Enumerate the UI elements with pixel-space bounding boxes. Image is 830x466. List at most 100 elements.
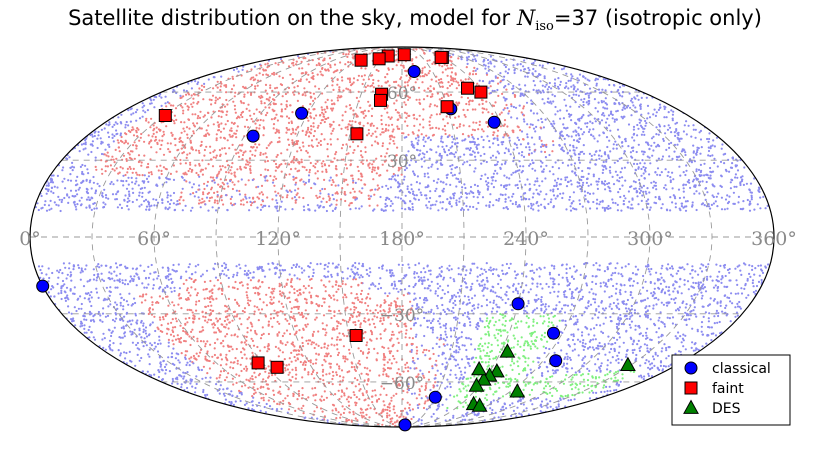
background-sample — [594, 293, 597, 296]
background-sample — [269, 317, 272, 320]
background-sample — [496, 129, 500, 132]
background-sample — [314, 399, 317, 402]
background-sample — [221, 181, 224, 184]
background-sample — [540, 304, 543, 307]
background-sample — [261, 281, 264, 284]
background-sample — [537, 209, 540, 212]
background-sample — [451, 135, 454, 138]
background-sample — [340, 395, 343, 398]
background-sample — [459, 370, 462, 373]
background-sample — [312, 122, 315, 125]
background-sample — [430, 308, 433, 311]
background-sample — [420, 271, 423, 274]
background-sample — [337, 411, 340, 414]
background-sample — [170, 290, 173, 293]
background-sample — [446, 74, 449, 77]
background-sample — [623, 166, 627, 169]
background-sample — [634, 168, 637, 171]
background-sample — [351, 177, 354, 180]
background-sample — [519, 345, 522, 348]
background-sample — [455, 166, 458, 169]
background-sample — [558, 301, 561, 304]
background-sample — [286, 368, 289, 371]
background-sample — [297, 187, 300, 190]
background-sample — [202, 390, 205, 394]
background-sample — [209, 145, 212, 148]
background-sample — [435, 200, 438, 203]
background-sample — [312, 164, 315, 168]
background-sample — [446, 64, 449, 67]
background-sample — [337, 284, 340, 287]
background-sample — [593, 153, 596, 156]
background-sample — [724, 198, 728, 201]
background-sample — [289, 73, 292, 76]
background-sample — [373, 389, 377, 392]
background-sample — [702, 315, 705, 318]
background-sample — [613, 120, 616, 123]
background-sample — [152, 278, 155, 281]
background-sample — [279, 385, 282, 388]
background-sample — [398, 416, 401, 419]
background-sample — [551, 150, 554, 153]
background-sample — [445, 92, 448, 95]
background-sample — [303, 209, 306, 212]
background-sample — [302, 404, 305, 407]
background-sample — [289, 281, 293, 284]
background-sample — [545, 145, 548, 148]
background-sample — [611, 272, 614, 275]
background-sample — [552, 308, 555, 311]
background-sample — [579, 273, 582, 276]
background-sample — [577, 94, 581, 97]
background-sample — [450, 171, 453, 174]
background-sample — [700, 174, 703, 177]
background-sample — [586, 167, 590, 170]
background-sample — [384, 76, 387, 79]
background-sample — [533, 183, 536, 186]
background-sample — [428, 49, 431, 53]
background-sample — [689, 272, 692, 275]
background-sample — [320, 395, 323, 398]
background-sample — [535, 294, 538, 297]
background-sample — [406, 185, 409, 188]
background-sample — [731, 179, 734, 182]
background-sample — [565, 82, 568, 85]
background-sample — [147, 276, 150, 279]
background-sample — [587, 94, 590, 97]
background-sample — [268, 106, 271, 109]
background-sample — [603, 343, 606, 346]
background-sample — [460, 208, 463, 211]
background-sample — [385, 374, 388, 378]
background-sample — [375, 157, 378, 160]
background-sample — [159, 342, 162, 345]
background-sample — [182, 109, 185, 112]
background-sample — [610, 90, 613, 93]
background-sample — [531, 123, 534, 126]
background-sample — [319, 122, 322, 125]
background-sample — [568, 356, 572, 359]
background-sample — [247, 276, 250, 279]
background-sample — [448, 54, 451, 57]
background-sample — [515, 287, 518, 290]
background-sample — [354, 417, 357, 420]
background-sample — [293, 306, 296, 309]
background-sample — [446, 378, 449, 381]
background-sample — [658, 195, 661, 198]
background-sample — [372, 86, 375, 89]
background-sample — [734, 267, 737, 270]
background-sample — [363, 74, 366, 77]
background-sample — [679, 335, 682, 338]
background-sample — [543, 205, 546, 208]
background-sample — [178, 198, 181, 201]
background-sample — [464, 401, 467, 404]
background-sample — [694, 313, 697, 316]
background-sample — [699, 152, 702, 155]
background-sample — [390, 302, 393, 305]
background-sample — [643, 133, 646, 136]
background-sample — [190, 330, 193, 333]
background-sample — [238, 155, 241, 158]
background-sample — [525, 284, 528, 287]
background-sample — [625, 317, 629, 320]
background-sample — [740, 287, 743, 290]
background-sample — [103, 153, 106, 156]
